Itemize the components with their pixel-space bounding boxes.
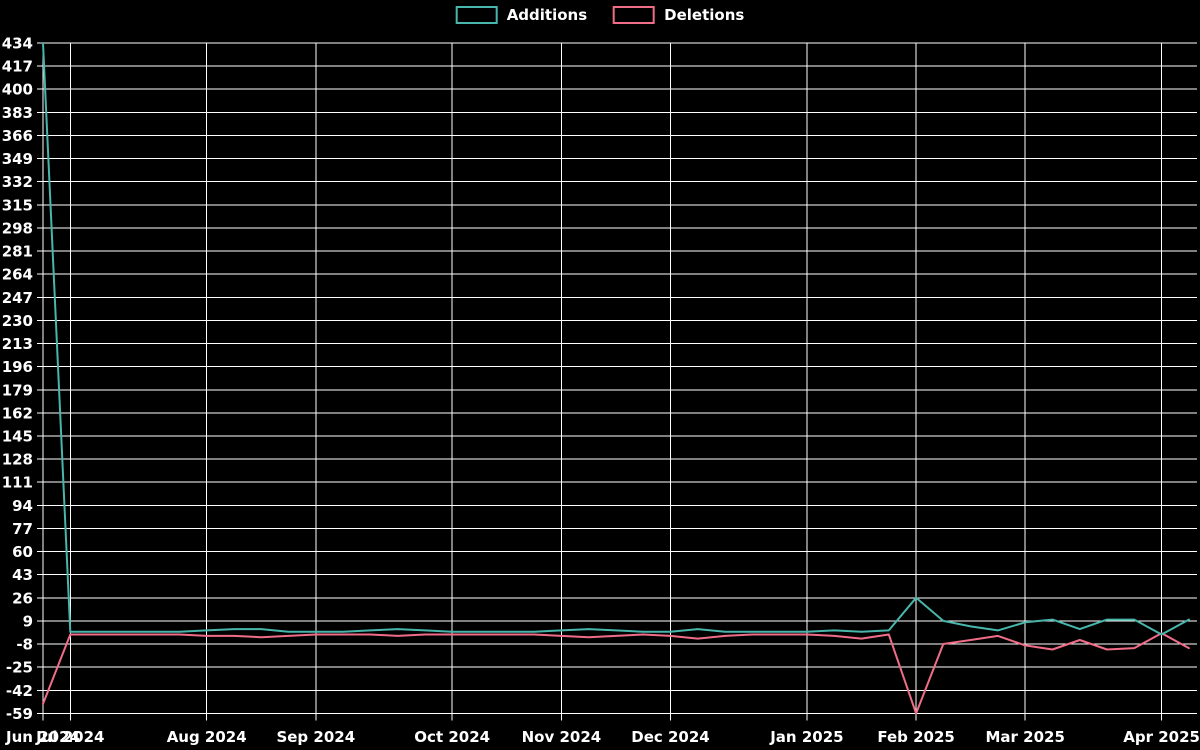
additions-line	[42, 42, 1190, 636]
x-tick-label: Jul 2024	[35, 728, 104, 746]
additions-swatch-icon	[455, 6, 498, 24]
x-tick-label: Dec 2024	[631, 728, 710, 746]
legend-item-deletions[interactable]: Deletions	[613, 6, 744, 24]
deletions-line	[42, 632, 1190, 715]
x-tick-label: Feb 2025	[877, 728, 955, 746]
y-tick-label: -25	[6, 659, 33, 677]
y-tick-label: 332	[2, 173, 33, 191]
grid-lines	[37, 42, 1197, 721]
y-tick-label: -42	[6, 682, 33, 700]
x-tick-label: Jan 2025	[769, 728, 843, 746]
y-tick-label: 417	[2, 58, 33, 76]
y-tick-label: -8	[16, 636, 33, 654]
y-tick-label: 77	[12, 520, 33, 538]
y-tick-label: 94	[12, 497, 33, 515]
y-tick-label: 111	[2, 474, 33, 492]
axis-labels: 434 417 400 383 366 349 332 315 298 281 264 247 230 2…	[2, 35, 1200, 747]
y-tick-label: 162	[2, 404, 33, 422]
y-tick-label: 43	[12, 566, 33, 584]
y-tick-label: 128	[2, 451, 33, 469]
x-tick-label: Sep 2024	[276, 728, 355, 746]
y-tick-label: 400	[2, 81, 33, 99]
y-tick-label: 315	[2, 196, 33, 214]
legend-item-additions[interactable]: Additions	[455, 5, 588, 24]
deletions-legend-label: Deletions	[664, 5, 745, 24]
y-tick-label: 179	[2, 381, 33, 399]
y-tick-label: 298	[2, 219, 33, 237]
x-tick-label: Mar 2025	[985, 728, 1064, 746]
chart-legend: Additions Deletions	[455, 5, 744, 24]
y-tick-label: -59	[6, 705, 33, 723]
y-tick-label: 281	[2, 243, 33, 261]
x-tick-label: Nov 2024	[522, 728, 602, 746]
y-tick-label: 349	[2, 150, 33, 168]
additions-legend-label: Additions	[506, 5, 588, 24]
y-tick-label: 264	[2, 266, 33, 284]
x-tick-label: Aug 2024	[167, 728, 247, 746]
y-tick-label: 60	[12, 543, 33, 561]
y-tick-label: 26	[12, 589, 33, 607]
y-tick-label: 366	[2, 127, 33, 145]
y-tick-label: 230	[2, 312, 33, 330]
x-tick-label: Jun 2024	[5, 728, 80, 746]
y-tick-label: 383	[2, 104, 33, 122]
x-tick-label: Apr 2025	[1123, 728, 1200, 746]
y-tick-label: 434	[2, 35, 33, 53]
x-tick-label: Oct 2024	[414, 728, 490, 746]
y-tick-label: 247	[2, 289, 33, 307]
y-tick-label: 196	[2, 358, 33, 376]
deletions-swatch-icon	[613, 6, 656, 24]
y-tick-label: 9	[23, 612, 33, 630]
y-tick-label: 145	[2, 428, 33, 446]
y-tick-label: 213	[2, 335, 33, 353]
